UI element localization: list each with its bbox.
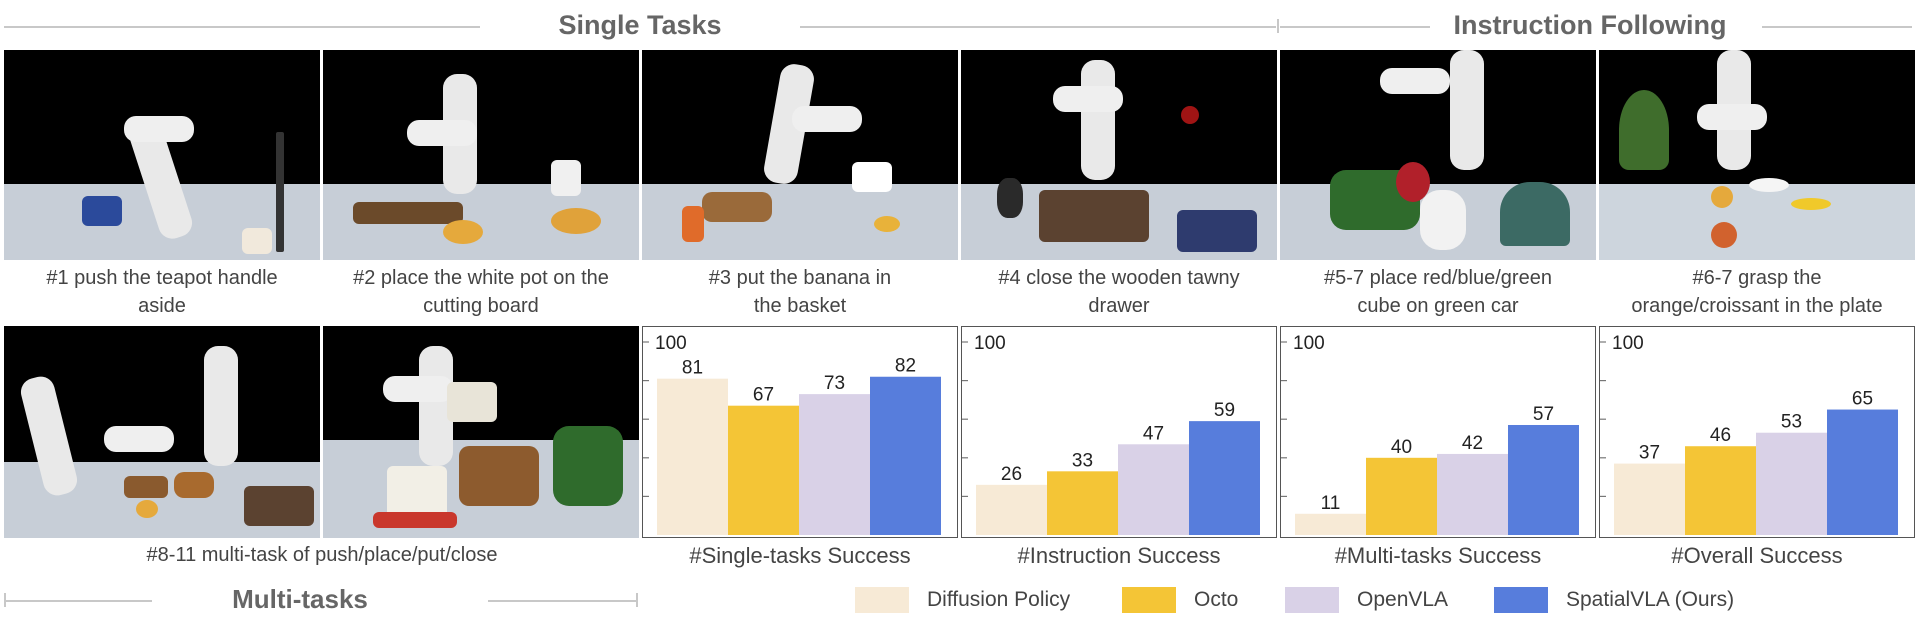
multi-task-image-1: [4, 326, 320, 538]
header-rule: [1762, 26, 1912, 28]
bar-value-label: 33: [1072, 450, 1093, 471]
section-title-multi-tasks: Multi-tasks: [232, 584, 368, 614]
bar-octo: [1047, 471, 1118, 535]
legend-octo: Octo: [1122, 584, 1238, 616]
legend-swatch: [855, 587, 909, 613]
legend-label: Diffusion Policy: [927, 588, 1071, 611]
chart-multi-tasks: 100 11 40 42 57: [1280, 326, 1596, 538]
chart-title-multi-tasks: #Multi-tasks Success: [1334, 543, 1542, 568]
section-title-instruction-following: Instruction Following: [1453, 10, 1727, 40]
legend-swatch: [1285, 587, 1339, 613]
chart-instruction-svg: 100 26 33 47 59: [962, 333, 1260, 535]
bar-value-label: 67: [753, 385, 774, 406]
chart-single-tasks: 100 81 67 73 82: [642, 326, 958, 538]
chart-overall: 100 37 46 53 65: [1599, 326, 1915, 538]
bar-diffusion-policy: [1614, 463, 1685, 535]
bar-value-label: 46: [1710, 425, 1731, 446]
chart-title-overall: #Overall Success: [1671, 543, 1843, 568]
y-tick-label: 100: [655, 333, 687, 354]
chart-title-instruction: #Instruction Success: [1017, 543, 1221, 568]
footer-end-tick: [4, 593, 6, 607]
bar-spatialvla-ours: [1827, 409, 1898, 535]
task-caption-line: cutting board: [423, 295, 539, 317]
bar-value-label: 59: [1214, 400, 1235, 421]
bar-octo: [1366, 457, 1437, 535]
bar-octo: [1685, 446, 1756, 535]
bar-diffusion-policy: [976, 484, 1047, 535]
task-caption-line: the basket: [753, 295, 847, 317]
legend-swatch: [1494, 587, 1548, 613]
bar-octo: [728, 405, 799, 535]
task-caption-line: #6-7 grasp the: [1692, 267, 1822, 289]
legend-spatialvla: SpatialVLA (Ours): [1494, 584, 1734, 616]
header-rule: [1280, 26, 1430, 28]
y-tick-label: 100: [1293, 333, 1325, 354]
bar-value-label: 57: [1533, 404, 1554, 425]
task-caption-line: #3 put the banana in: [708, 267, 892, 289]
task-4-image: [961, 50, 1277, 260]
task-1-image: [4, 50, 320, 260]
bar-value-label: 42: [1462, 433, 1483, 454]
bar-diffusion-policy: [1295, 513, 1366, 535]
chart-instruction: 100 26 33 47 59: [961, 326, 1277, 538]
task-caption-line: orange/croissant in the plate: [1631, 295, 1883, 317]
footer-rule: [488, 600, 638, 602]
section-title-single-tasks: Single Tasks: [558, 10, 722, 40]
task-caption: #4 close the wooden tawny drawer: [961, 264, 1277, 320]
bar-value-label: 26: [1001, 464, 1022, 485]
bar-value-label: 37: [1639, 443, 1660, 464]
task-caption-line: #4 close the wooden tawny: [998, 267, 1240, 289]
bar-spatialvla-ours: [1508, 424, 1579, 535]
task-3-image: [642, 50, 958, 260]
bar-value-label: 11: [1321, 493, 1341, 514]
bar-value-label: 82: [895, 356, 916, 377]
bar-diffusion-policy: [657, 378, 728, 535]
bar-spatialvla-ours: [870, 376, 941, 535]
footer-rule: [4, 600, 152, 602]
header-rule: [800, 26, 1276, 28]
bar-value-label: 65: [1852, 389, 1873, 410]
task-5-image: [1280, 50, 1596, 260]
footer-end-tick: [636, 593, 638, 607]
chart-title-single-tasks: #Single-tasks Success: [689, 543, 911, 568]
legend-swatch: [1122, 587, 1176, 613]
legend-diffusion-policy: Diffusion Policy: [855, 584, 1070, 616]
header-divider-tick: [1277, 19, 1279, 33]
multi-task-caption: #8-11 multi-task of push/place/put/close: [146, 544, 498, 566]
bar-spatialvla-ours: [1189, 421, 1260, 535]
task-caption: #5-7 place red/blue/green cube on green c…: [1280, 264, 1596, 320]
y-tick-label: 100: [974, 333, 1006, 354]
legend-openvla: OpenVLA: [1285, 584, 1448, 616]
task-caption-line: #2 place the white pot on the: [353, 267, 609, 289]
task-caption-line: aside: [138, 295, 186, 317]
chart-single-tasks-svg: 100 81 67 73 82: [643, 333, 941, 535]
y-tick-label: 100: [1612, 333, 1644, 354]
bar-openvla: [1437, 453, 1508, 535]
bar-openvla: [1118, 444, 1189, 535]
chart-overall-svg: 100 37 46 53 65: [1600, 333, 1898, 535]
legend-label: OpenVLA: [1357, 588, 1449, 611]
multi-task-image-2: [323, 326, 639, 538]
chart-multi-tasks-svg: 100 11 40 42 57: [1281, 333, 1579, 535]
bar-value-label: 40: [1391, 437, 1412, 458]
bar-openvla: [1756, 432, 1827, 535]
task-caption-line: drawer: [1088, 295, 1150, 317]
task-2-image: [323, 50, 639, 260]
header-rule: [4, 26, 480, 28]
legend-label: Octo: [1194, 588, 1239, 611]
task-caption: #3 put the banana in the basket: [642, 264, 958, 320]
legend-label: SpatialVLA (Ours): [1566, 588, 1735, 611]
task-caption: #2 place the white pot on the cutting boa…: [323, 264, 639, 320]
task-caption-line: #1 push the teapot handle: [46, 267, 278, 289]
bar-value-label: 53: [1781, 412, 1802, 433]
bar-value-label: 81: [682, 358, 703, 379]
bar-value-label: 73: [824, 373, 845, 394]
task-caption: #6-7 grasp the orange/croissant in the pl…: [1599, 264, 1915, 320]
task-caption-line: #5-7 place red/blue/green: [1324, 267, 1552, 289]
task-6-image: [1599, 50, 1915, 260]
task-caption: #1 push the teapot handle aside: [4, 264, 320, 320]
bar-openvla: [799, 394, 870, 535]
bar-value-label: 47: [1143, 423, 1164, 444]
task-caption-line: cube on green car: [1357, 295, 1519, 317]
